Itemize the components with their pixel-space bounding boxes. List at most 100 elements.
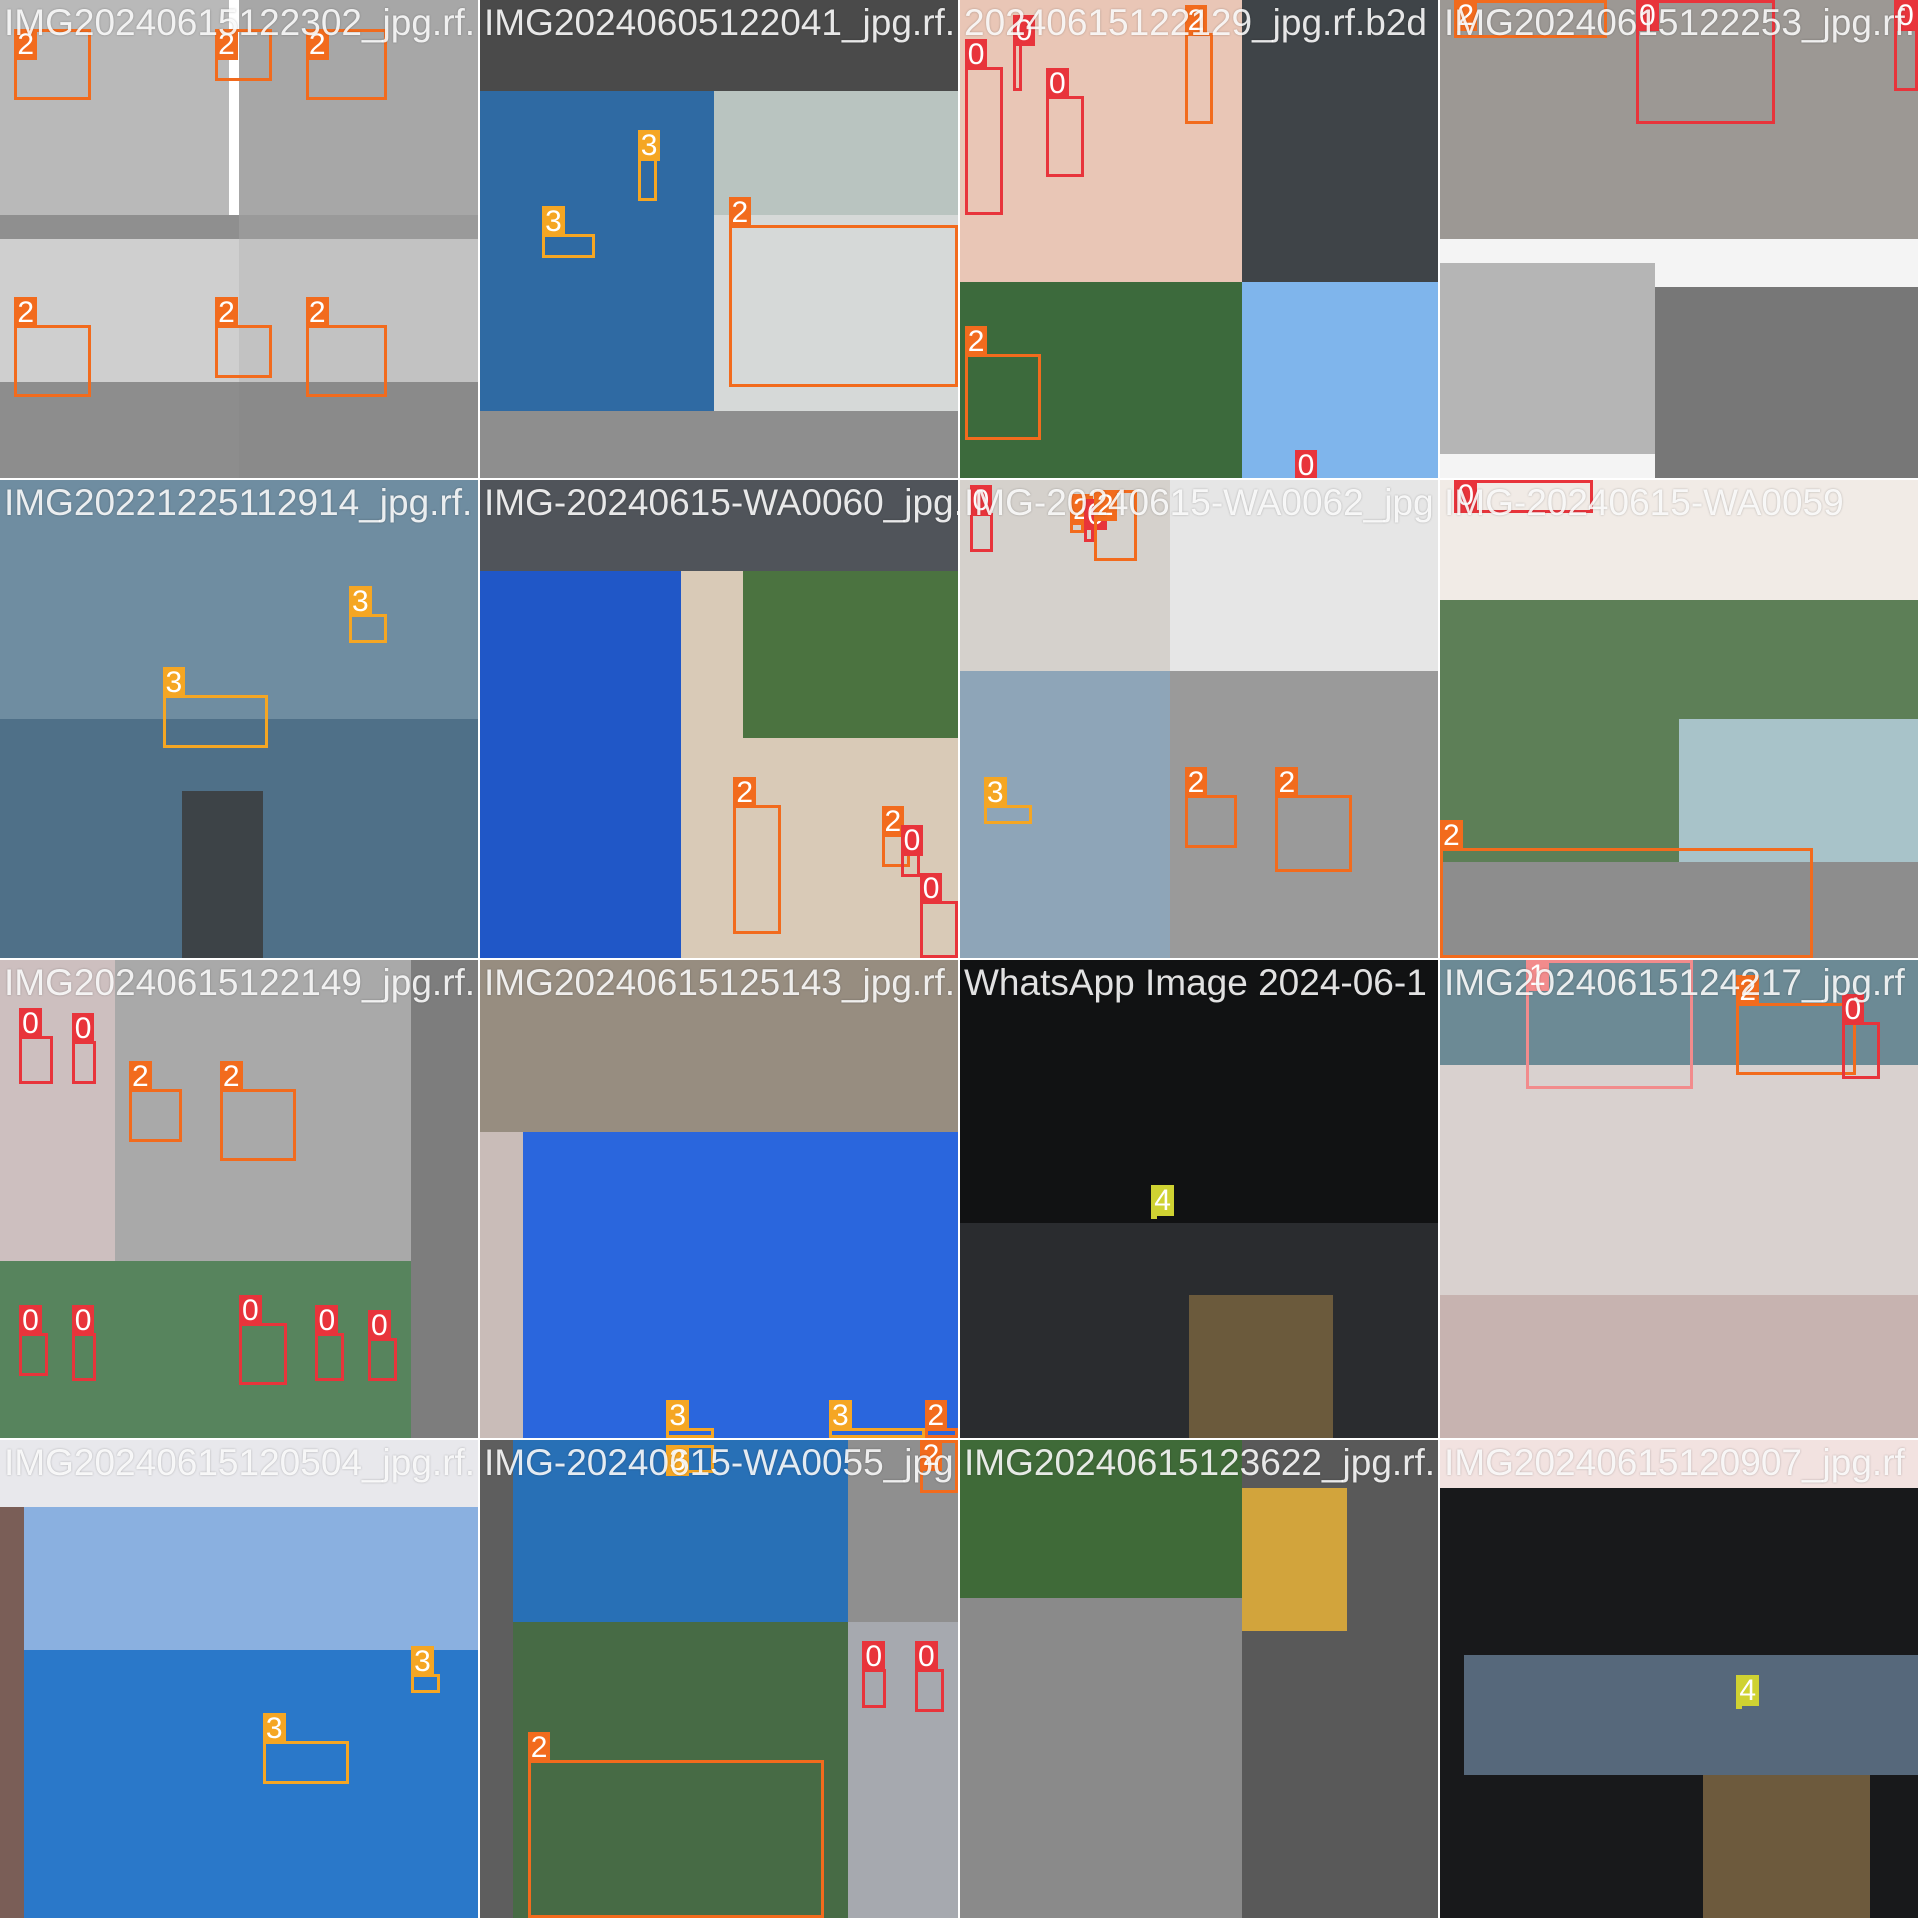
class-label: 2 <box>924 1400 948 1432</box>
photo-region <box>1170 480 1438 672</box>
class-label: 3 <box>637 129 661 161</box>
class-label: 0 <box>969 485 993 517</box>
bounding-box: 0 <box>1046 67 1085 177</box>
bounding-box: 2 <box>1184 767 1238 849</box>
photo-region <box>23 1506 478 1651</box>
class-label: 0 <box>239 1295 262 1327</box>
bounding-box: 2 <box>1093 489 1137 562</box>
class-label: 0 <box>862 1641 886 1673</box>
photo-region <box>480 960 958 1133</box>
bounding-box: 3 <box>828 1400 925 1438</box>
mosaic-tile: IMG20240615123622_jpg.rf. <box>960 1440 1438 1918</box>
photo-region <box>1440 480 1918 600</box>
bounding-box: 2 <box>919 1440 958 1493</box>
tile-filename: IMG20240615122253_jpg.rf. <box>1444 2 1916 43</box>
bounding-box: 3 <box>162 667 268 748</box>
class-label: 0 <box>71 1304 95 1336</box>
photo-region <box>714 215 958 412</box>
class-label: 2 <box>527 1732 551 1764</box>
mosaic-tile: 2 2 2 2 2 2 IMG20240615122302_jpg.rf. <box>0 0 478 478</box>
photo-region <box>1440 0 1918 239</box>
class-label: 0 <box>19 1008 42 1040</box>
tile-filename: IMG20240605122041_jpg.rf. <box>484 2 956 43</box>
bounding-box: 2 <box>215 28 273 82</box>
bounding-box: 0 <box>19 1304 48 1376</box>
bounding-box: 0 <box>964 38 1003 216</box>
class-label: 2 <box>919 1440 943 1471</box>
mosaic-tile: 3 2 2 0 0 IMG-20240615-WA0055_jpg <box>480 1440 958 1918</box>
tile-photo <box>1440 480 1918 958</box>
class-label: 0 <box>19 1304 42 1336</box>
class-label: 3 <box>983 777 1007 809</box>
photo-region <box>513 1621 849 1918</box>
photo-region <box>1440 1440 1918 1488</box>
bounding-box: 0 <box>1454 480 1593 514</box>
class-label: 0 <box>919 872 943 904</box>
photo-region <box>239 382 478 478</box>
bounding-box: 2 <box>1184 5 1214 125</box>
mosaic-tile: 3 3 IMG20221225112914_jpg.rf. <box>0 480 478 958</box>
bounding-box: 3 <box>542 206 595 259</box>
photo-region <box>480 570 681 958</box>
mosaic-tile: 4 IMG20240615120907_jpg.rf <box>1440 1440 1918 1918</box>
photo-region <box>0 1440 478 1507</box>
bounding-box: 2 <box>1440 820 1813 958</box>
mosaic-tile: 3 3 2 IMG20240615125143_jpg.rf. <box>480 960 958 1438</box>
photo-region <box>181 790 263 958</box>
tile-filename: IMG20240615123622_jpg.rf. <box>964 1442 1436 1483</box>
bounding-box: 2 <box>305 28 388 101</box>
bounding-box: 3 <box>666 1444 715 1476</box>
photo-region <box>1242 1487 1348 1632</box>
bounding-box: 0 <box>1841 994 1880 1080</box>
photo-region <box>1679 719 1918 863</box>
class-label: 4 <box>1151 1185 1174 1217</box>
bounding-box: 2 <box>733 777 782 935</box>
class-label: 2 <box>215 28 238 60</box>
bounding-box: 3 <box>411 1646 440 1694</box>
tile-photo <box>1440 1440 1918 1918</box>
bounding-box: 3 <box>262 1713 349 1785</box>
tile-photo <box>960 960 1438 1438</box>
tile-filename: IMG20221225112914_jpg.rf. <box>4 482 473 523</box>
bounding-box: 0 <box>315 1304 345 1381</box>
photo-region <box>714 90 958 216</box>
mosaic-tile: 1 2 0 IMG20240615124217_jpg.rf <box>1440 960 1918 1438</box>
class-label: 1 <box>1526 960 1549 991</box>
tile-photo <box>0 0 478 478</box>
photo-region <box>480 480 958 571</box>
bounding-box: 2 <box>14 28 91 101</box>
photo-region <box>1242 0 1438 283</box>
bounding-box: 0 <box>1635 0 1775 125</box>
photo-region <box>1702 1774 1871 1918</box>
bounding-box: 2 <box>129 1061 182 1142</box>
tile-photo <box>960 1440 1438 1918</box>
tile-photo <box>0 480 478 958</box>
bounding-box: 2 <box>1454 0 1608 39</box>
tile-photo <box>1440 960 1918 1438</box>
mosaic-tile: 0202322IMG-20240615-WA0062_jpg <box>960 480 1438 958</box>
class-label: 2 <box>881 805 905 837</box>
photo-region <box>480 1440 514 1918</box>
tile-filename: WhatsApp Image 2024-06-1 <box>964 962 1427 1003</box>
bounding-box: 2 <box>1736 975 1856 1075</box>
photo-region <box>960 671 1171 958</box>
photo-region <box>0 0 230 239</box>
tile-filename: IMG20240615124217_jpg.rf <box>1444 962 1905 1003</box>
class-label: 3 <box>828 1400 852 1432</box>
class-label: 4 <box>1736 1674 1760 1706</box>
class-label: 3 <box>666 1400 690 1432</box>
photo-region <box>1440 262 1656 455</box>
bounding-box: 0 <box>71 1304 96 1381</box>
class-label: 0 <box>1841 994 1865 1026</box>
mosaic-tile: 4 WhatsApp Image 2024-06-1 <box>960 960 1438 1438</box>
bounding-box: 0 <box>914 1641 944 1713</box>
bounding-box: 2 <box>527 1732 825 1918</box>
mosaic-tile: 2 2 0 0 IMG-20240615-WA0060_jpg. <box>480 480 958 958</box>
photo-region <box>960 0 1243 283</box>
class-label: 2 <box>1093 489 1117 521</box>
photo-region <box>0 960 115 1262</box>
bounding-box: 0 <box>900 824 924 877</box>
class-label: 2 <box>129 1061 152 1093</box>
bounding-box: 4 <box>1151 1185 1174 1220</box>
class-label: 0 <box>964 38 988 70</box>
